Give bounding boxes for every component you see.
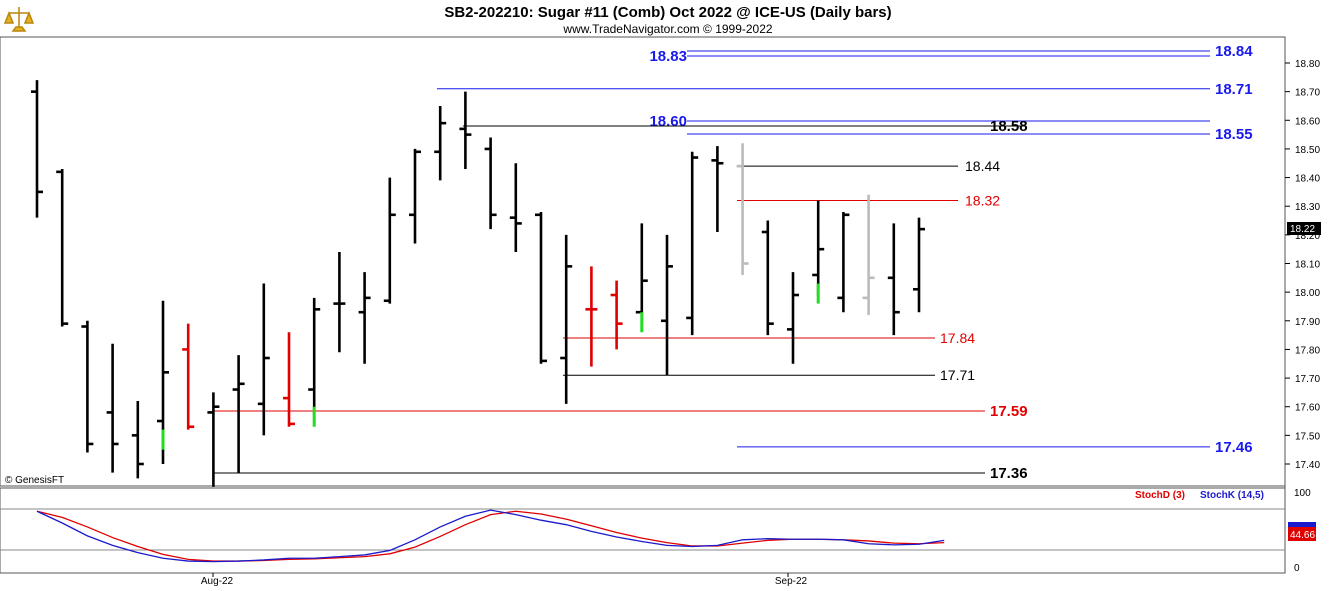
ohlc-bar — [837, 211, 850, 313]
stoch-value-tag: 44.66 — [1288, 522, 1316, 541]
price-tick-label: 17.90 — [1295, 317, 1320, 328]
ohlc-bar — [459, 91, 472, 169]
stoch-d-legend: StochD (3) — [1135, 490, 1185, 501]
ohlc-bar — [509, 163, 522, 253]
ohlc-bar — [862, 194, 875, 316]
price-tick-label: 18.70 — [1295, 88, 1320, 99]
last-price-label: 18.22 — [1290, 224, 1315, 235]
ohlc-bar — [81, 320, 94, 453]
ohlc-bar — [560, 234, 573, 404]
level-label-17.46: 17.46 — [1215, 439, 1253, 456]
price-tick-label: 17.80 — [1295, 345, 1320, 356]
level-label-18.32: 18.32 — [965, 192, 1000, 208]
stochastic-lines — [36, 509, 945, 563]
ohlc-bar — [232, 355, 245, 473]
ohlc-bar — [812, 200, 825, 304]
ohlc-bar — [383, 177, 396, 304]
ohlc-bar — [434, 105, 447, 181]
price-tick-label: 18.40 — [1295, 174, 1320, 185]
ohlc-bars — [31, 80, 925, 487]
price-tick-label: 18.30 — [1295, 202, 1320, 213]
stoch-tick-0: 0 — [1294, 563, 1300, 574]
stoch-k-legend: StochK (14,5) — [1200, 490, 1264, 501]
ohlc-bar — [610, 280, 623, 350]
price-tick-label: 17.40 — [1295, 460, 1320, 471]
price-tick-label: 18.10 — [1295, 260, 1320, 271]
level-label-17.36: 17.36 — [990, 465, 1028, 482]
ohlc-bar — [761, 220, 774, 336]
level-label-17.84: 17.84 — [940, 330, 975, 346]
ohlc-bar — [333, 252, 346, 353]
level-label-17.71: 17.71 — [940, 367, 975, 383]
level-label-18.58: 18.58 — [990, 118, 1028, 135]
ohlc-bar — [106, 343, 119, 473]
ohlc-bar — [31, 80, 43, 218]
price-tick-label: 18.00 — [1295, 288, 1320, 299]
ohlc-bar — [736, 143, 749, 275]
ohlc-bar — [257, 283, 270, 436]
price-tick-label: 18.80 — [1295, 59, 1320, 70]
ohlc-bar — [535, 211, 547, 364]
last-price-tag: 18.22 — [1287, 222, 1321, 235]
ohlc-bar — [56, 168, 69, 327]
price-tick-label: 17.70 — [1295, 374, 1320, 385]
balance-scale-icon — [3, 7, 35, 32]
ohlc-bar — [283, 332, 295, 427]
stoch-last-value: 44.66 — [1290, 530, 1315, 541]
ohlc-bar — [635, 223, 648, 333]
ohlc-bar — [207, 392, 220, 487]
ohlc-bar — [686, 151, 699, 336]
chart-title: SB2-202210: Sugar #11 (Comb) Oct 2022 @ … — [444, 4, 891, 21]
ohlc-bar — [887, 223, 900, 336]
price-tick-label: 18.60 — [1295, 116, 1320, 127]
ohlc-bar — [661, 234, 673, 376]
ohlc-bar — [308, 297, 321, 427]
stoch-tick-100: 100 — [1294, 488, 1311, 499]
level-label-17.59: 17.59 — [990, 403, 1028, 420]
ohlc-bar — [131, 400, 144, 479]
logo — [3, 4, 35, 34]
ohlc-bar — [913, 217, 925, 313]
level-label-18.60: 18.60 — [649, 113, 687, 130]
level-label-18.71: 18.71 — [1215, 81, 1253, 98]
level-label-18.83: 18.83 — [649, 48, 687, 65]
price-axis: 18.80 18.70 18.60 18.50 18.40 18.30 18.20 18.10… — [1285, 59, 1320, 471]
level-label-18.55: 18.55 — [1215, 126, 1253, 143]
ohlc-bar — [787, 272, 799, 364]
level-label-18.44: 18.44 — [965, 158, 1000, 174]
level-lines: 18.84 18.83 18.71 18.60 18.58 18.55 18.44 18.32… — [213, 43, 1253, 482]
chart-subtitle: www.TradeNavigator.com © 1999-2022 — [562, 22, 772, 36]
date-label-aug: Aug-22 — [201, 576, 234, 587]
price-tick-label: 18.50 — [1295, 145, 1320, 156]
price-tick-label: 18.20 — [1295, 231, 1320, 242]
ohlc-bar — [585, 266, 598, 367]
level-label-18.84: 18.84 — [1215, 43, 1253, 60]
stoch-k-line — [36, 509, 945, 563]
ohlc-bar — [157, 300, 169, 464]
ohlc-bar — [182, 323, 195, 430]
price-tick-label: 17.60 — [1295, 403, 1320, 414]
ohlc-bar — [358, 272, 371, 364]
price-tick-label: 17.50 — [1295, 431, 1320, 442]
ohlc-bar — [409, 148, 421, 244]
watermark: © GenesisFT — [5, 475, 64, 486]
date-label-sep: Sep-22 — [775, 576, 808, 587]
ohlc-bar — [484, 137, 497, 230]
ohlc-bar — [711, 146, 724, 232]
